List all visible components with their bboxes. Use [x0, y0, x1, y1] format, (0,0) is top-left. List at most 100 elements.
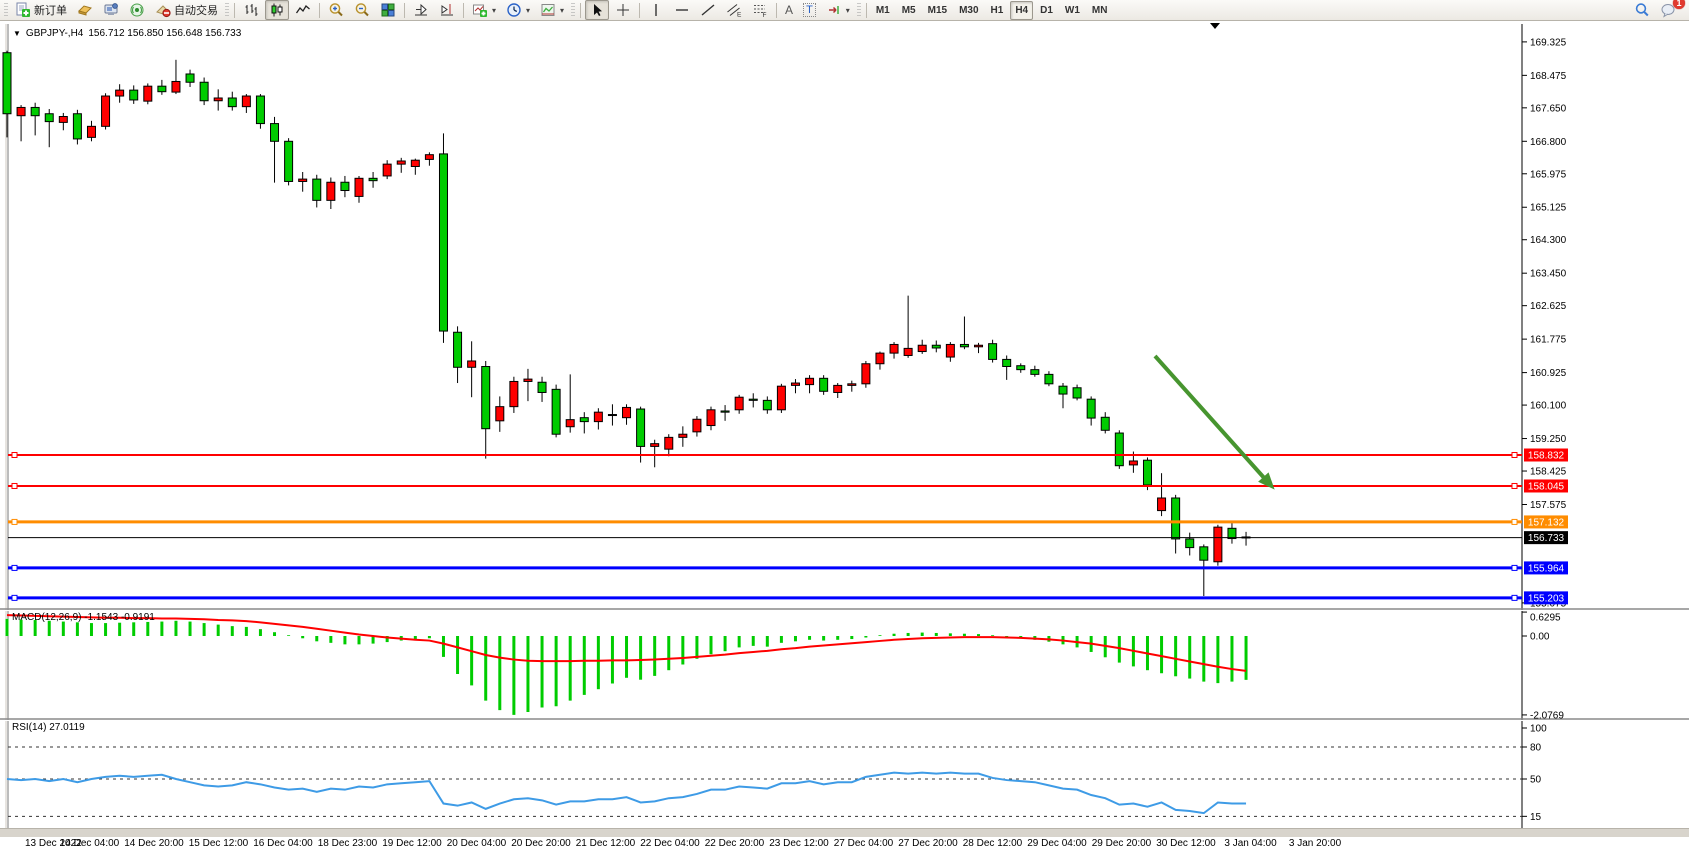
indicators-button[interactable]: ▾ — [468, 0, 500, 20]
periods-button[interactable]: ▾ — [502, 0, 534, 20]
timeframe-button-M5[interactable]: M5 — [897, 1, 921, 20]
hline-handle[interactable] — [11, 594, 18, 601]
timeframe-label: W1 — [1064, 5, 1080, 16]
price-badge-bg — [1524, 448, 1568, 462]
timeframe-button-W1[interactable]: W1 — [1060, 1, 1085, 20]
crosshair-tool-button[interactable] — [611, 0, 635, 20]
timeframe-button-M1[interactable]: M1 — [871, 1, 895, 20]
autotrade-button[interactable]: 自动交易 — [151, 0, 222, 20]
time-tick-label: 21 Dec 12:00 — [576, 838, 636, 849]
signals-icon — [129, 2, 145, 18]
hline-handle[interactable] — [1511, 594, 1518, 601]
hline-tool-button[interactable] — [670, 0, 694, 20]
toolbar-grip[interactable] — [856, 2, 861, 18]
candle-body — [72, 113, 82, 140]
toolbar-grip[interactable] — [4, 2, 8, 18]
fibonacci-tool-button[interactable]: F — [748, 0, 772, 20]
hline-handle[interactable] — [1511, 564, 1518, 571]
hline-handle[interactable] — [1511, 482, 1518, 489]
dropdown-caret: ▾ — [492, 5, 497, 15]
text-tool-button[interactable]: A — [781, 0, 797, 20]
candle-body — [86, 125, 96, 138]
price-badge-label: 155.203 — [1528, 593, 1565, 604]
data-window-button[interactable] — [99, 0, 123, 20]
timeframe-button-M15[interactable]: M15 — [923, 1, 952, 20]
hline-handle[interactable] — [11, 452, 18, 458]
chart-shift-icon — [439, 2, 455, 18]
price-tick-label: 162.625 — [1530, 301, 1567, 312]
auto-scroll-button[interactable] — [409, 0, 433, 20]
candle-body — [171, 80, 181, 93]
candlestick-chart-icon — [269, 2, 285, 18]
chart-canvas[interactable]: 169.325 168.475 167.650 166.800 165.975 165.1… — [0, 21, 1689, 849]
trend-arrow[interactable] — [1153, 354, 1275, 490]
hline-handle[interactable] — [1511, 452, 1518, 458]
candle-body — [622, 406, 632, 419]
candle-body — [30, 106, 40, 117]
candle-body — [988, 343, 998, 360]
separator — [234, 2, 235, 18]
timeframe-button-H4[interactable]: H4 — [1010, 1, 1034, 20]
candlestick-chart-button[interactable] — [265, 0, 289, 20]
toolbar-grip[interactable] — [571, 2, 576, 18]
horizontal-lines-layer[interactable]: 158.832 158.045 157.132 156.733 155.964 155.2… — [8, 448, 1568, 605]
new-order-button[interactable]: 新订单 — [11, 0, 71, 20]
candle-body — [523, 378, 533, 382]
trendline-tool-button[interactable] — [696, 0, 720, 20]
timeframe-button-H1[interactable]: H1 — [986, 1, 1009, 20]
time-tick-label: 22 Dec 20:00 — [705, 838, 765, 849]
price-tick-label: 165.975 — [1530, 169, 1567, 180]
symbol-title: ▼ GBPJPY-,H4 156.712 156.850 156.648 156… — [13, 28, 241, 39]
price-badge-bg — [1524, 561, 1568, 575]
new-order-label: 新订单 — [34, 5, 67, 17]
time-tick-label: 13 Dec 2022 — [25, 838, 82, 849]
separator — [865, 2, 867, 18]
chart-shift-marker[interactable] — [1210, 23, 1220, 29]
candle-body — [453, 331, 463, 368]
timeframe-label: H4 — [1015, 5, 1029, 16]
time-tick-label: 14 Dec 20:00 — [124, 838, 184, 849]
candle-body — [199, 81, 209, 102]
hline-handle[interactable] — [11, 482, 18, 489]
toolbar: 新订单 自动交易 — [0, 0, 1689, 21]
timeframe-button-D1[interactable]: D1 — [1035, 1, 1058, 20]
candle-body — [565, 419, 575, 428]
trend-arrow-line[interactable] — [1153, 354, 1268, 482]
zoom-in-button[interactable] — [324, 0, 348, 20]
price-tick-label: 166.800 — [1530, 137, 1567, 148]
candle-body — [410, 159, 420, 167]
search-button[interactable] — [1630, 0, 1654, 20]
candle-body — [974, 344, 984, 348]
hline-handle[interactable] — [1511, 518, 1518, 525]
candle-body — [805, 377, 815, 386]
timeframe-button-MN[interactable]: MN — [1087, 1, 1113, 20]
price-tick-label: 159.250 — [1530, 434, 1567, 445]
hline-handle[interactable] — [11, 518, 18, 525]
tile-windows-button[interactable] — [376, 0, 400, 20]
notification-badge: 1 — [1673, 0, 1685, 9]
toolbar-grip[interactable] — [225, 2, 229, 18]
chart-window[interactable]: 169.325 168.475 167.650 166.800 165.975 165.1… — [0, 21, 1689, 849]
text-label-tool-button[interactable]: T — [799, 0, 820, 20]
templates-button[interactable]: ▾ — [536, 0, 568, 20]
arrows-tool-button[interactable]: ▾ — [822, 0, 854, 20]
chart-shift-button[interactable] — [435, 0, 459, 20]
timeframe-button-M30[interactable]: M30 — [954, 1, 983, 20]
market-watch-button[interactable] — [73, 0, 97, 20]
signals-button[interactable] — [125, 0, 149, 20]
channel-tool-button[interactable]: E — [722, 0, 746, 20]
timeframe-label: M1 — [875, 5, 890, 16]
zoom-out-button[interactable] — [350, 0, 374, 20]
line-chart-button[interactable] — [291, 0, 315, 20]
data-window-icon — [103, 2, 119, 18]
notifications-button[interactable]: 1 — [1656, 0, 1685, 20]
vline-tool-button[interactable] — [644, 0, 668, 20]
candle-body — [1030, 369, 1040, 375]
bar-chart-button[interactable] — [239, 0, 263, 20]
hline-handle[interactable] — [11, 564, 18, 571]
time-tick-label: 23 Dec 12:00 — [769, 838, 829, 849]
price-tick-label: 165.125 — [1530, 203, 1567, 214]
cursor-tool-button[interactable] — [585, 0, 610, 20]
collapse-triangle-icon[interactable]: ▼ — [13, 29, 21, 38]
